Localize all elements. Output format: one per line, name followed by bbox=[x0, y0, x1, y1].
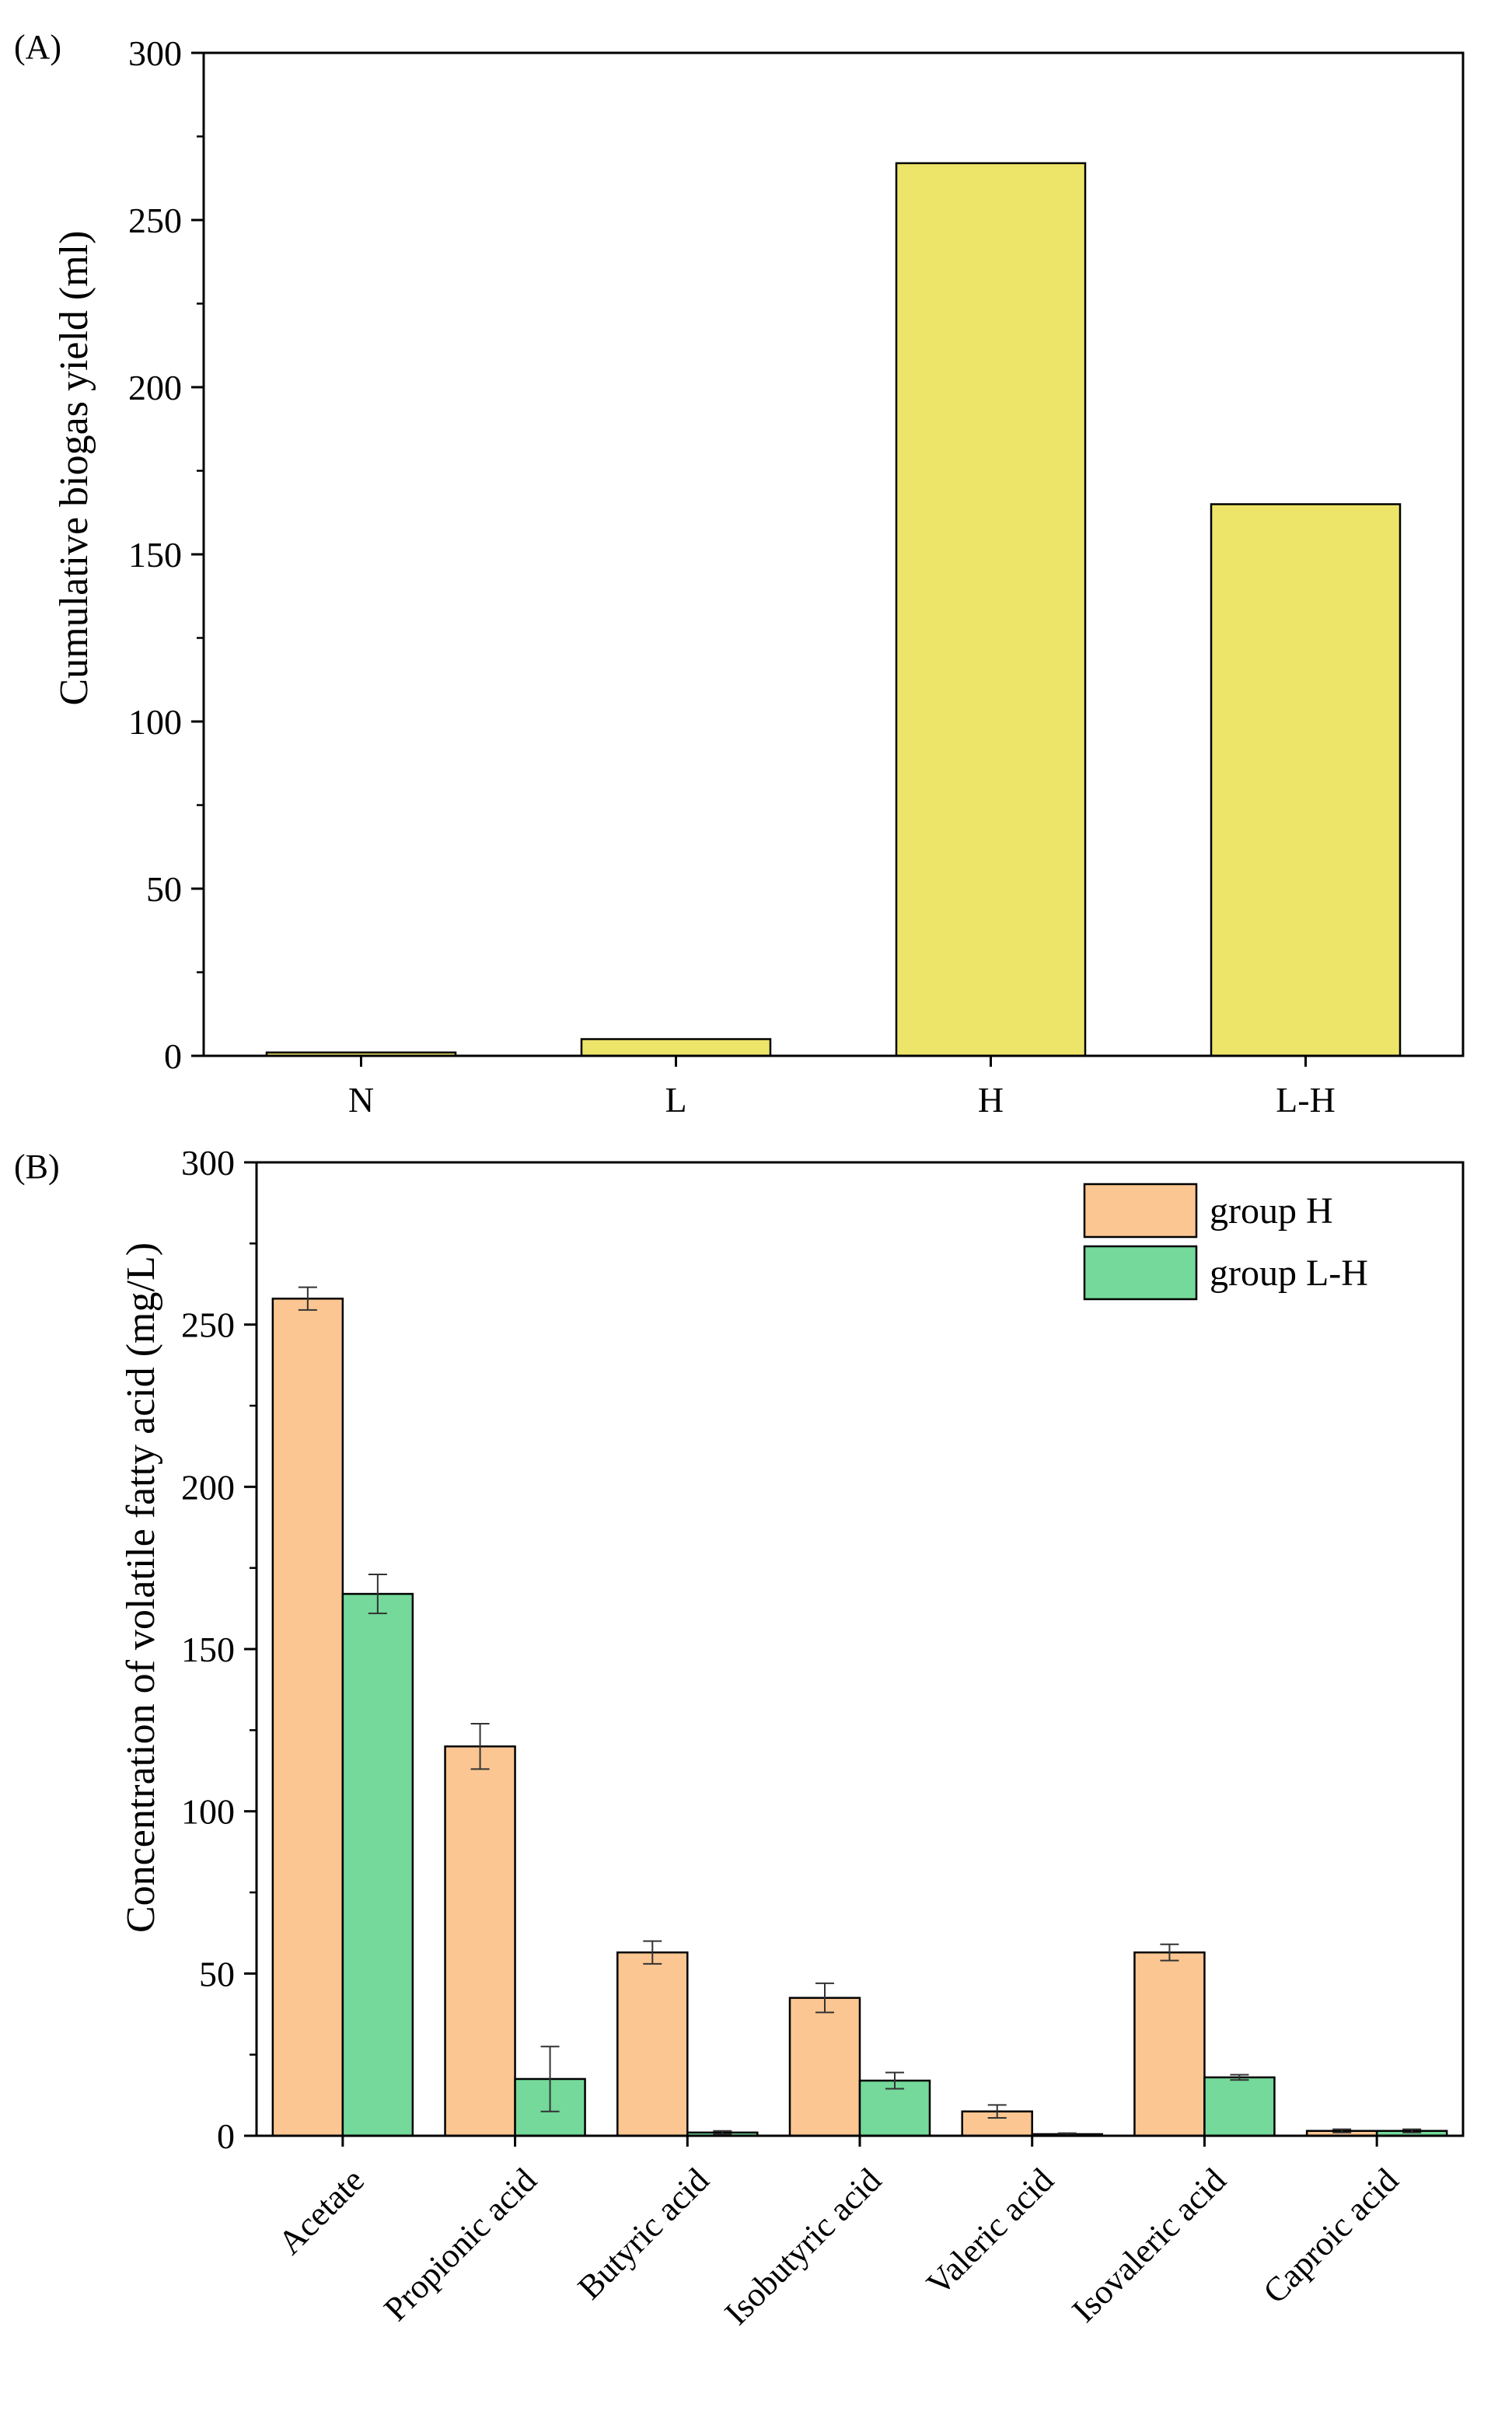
x-tick-label: N bbox=[348, 1080, 374, 1120]
bar-l-h bbox=[1210, 503, 1402, 1057]
y-tick-label: 50 bbox=[199, 1954, 235, 1993]
bar-l bbox=[580, 1038, 772, 1057]
y-tick-label: 50 bbox=[146, 869, 182, 909]
panel-b-y-axis-label: Concentration of volatile fatty acid (mg… bbox=[119, 1242, 163, 1933]
legend-swatch bbox=[1083, 1245, 1198, 1301]
y-tick-label: 100 bbox=[128, 702, 182, 742]
panel-b: (B) Concentration of volatile fatty acid… bbox=[14, 1143, 1465, 2332]
y-tick-label: 250 bbox=[128, 201, 182, 240]
error-bar bbox=[368, 1574, 387, 1615]
bar-acetate-group-l-h bbox=[341, 1592, 414, 2137]
legend-label: group L-H bbox=[1210, 1253, 1368, 1294]
bar-isobutyric-acid-group-l-h bbox=[858, 2079, 931, 2137]
bar-isovaleric-acid-group-l-h bbox=[1203, 2076, 1276, 2137]
panel-a-y-axis-label: Cumulative biogas yield (ml) bbox=[52, 231, 96, 706]
error-bar bbox=[1332, 2128, 1352, 2133]
error-bar bbox=[815, 1982, 834, 2014]
error-bar bbox=[298, 1286, 317, 1311]
bar-isobutyric-acid-group-h bbox=[788, 1997, 861, 2137]
panel-a: (A) Cumulative biogas yield (ml) N L H L-H 0… bbox=[14, 28, 1465, 1120]
error-bar bbox=[1230, 2074, 1249, 2081]
bar-acetate-group-h bbox=[271, 1298, 344, 2137]
y-tick-label: 200 bbox=[128, 368, 182, 407]
x-tick-label: Valeric acid bbox=[919, 2161, 1060, 2302]
error-bar bbox=[470, 1722, 490, 1770]
x-tick-label: L bbox=[665, 1080, 686, 1120]
x-tick-label: Acetate bbox=[271, 2161, 372, 2262]
y-tick-label: 100 bbox=[181, 1792, 235, 1832]
error-bar bbox=[885, 2071, 904, 2090]
panel-b-legend: group H group L-H bbox=[1083, 1183, 1368, 1301]
bar-isovaleric-acid-group-h bbox=[1133, 1951, 1206, 2137]
panel-a-label: (A) bbox=[14, 28, 61, 66]
y-tick-label: 150 bbox=[128, 535, 182, 575]
y-tick-label: 300 bbox=[181, 1143, 235, 1183]
y-tick-label: 0 bbox=[164, 1036, 182, 1076]
error-bar bbox=[643, 1940, 662, 1965]
x-tick-label: Caproic acid bbox=[1255, 2161, 1405, 2311]
y-tick-label: 200 bbox=[181, 1467, 235, 1507]
error-bar bbox=[987, 2104, 1007, 2119]
legend-label: group H bbox=[1210, 1190, 1333, 1232]
x-tick-label: L-H bbox=[1276, 1080, 1336, 1120]
x-tick-label: Butyric acid bbox=[571, 2161, 717, 2307]
x-tick-label: Propionic acid bbox=[376, 2161, 543, 2328]
panel-b-plot-frame bbox=[255, 1161, 1465, 2137]
error-bar bbox=[1160, 1943, 1179, 1962]
y-tick-label: 0 bbox=[217, 2116, 235, 2156]
bar-h bbox=[895, 162, 1087, 1057]
x-tick-label: Isovaleric acid bbox=[1065, 2161, 1234, 2329]
y-tick-label: 250 bbox=[181, 1305, 235, 1345]
error-bar bbox=[713, 2130, 732, 2135]
error-bar bbox=[540, 2046, 560, 2112]
x-tick-label: Isobutyric acid bbox=[718, 2161, 889, 2332]
y-tick-label: 150 bbox=[181, 1630, 235, 1669]
bar-propionic-acid-group-h bbox=[444, 1745, 516, 2137]
panel-b-label: (B) bbox=[14, 1148, 60, 1186]
y-tick-label: 300 bbox=[128, 33, 182, 73]
bar-butyric-acid-group-h bbox=[616, 1951, 689, 2137]
error-bar bbox=[1402, 2128, 1422, 2133]
legend-swatch bbox=[1083, 1183, 1198, 1239]
x-tick-label: H bbox=[978, 1080, 1004, 1120]
